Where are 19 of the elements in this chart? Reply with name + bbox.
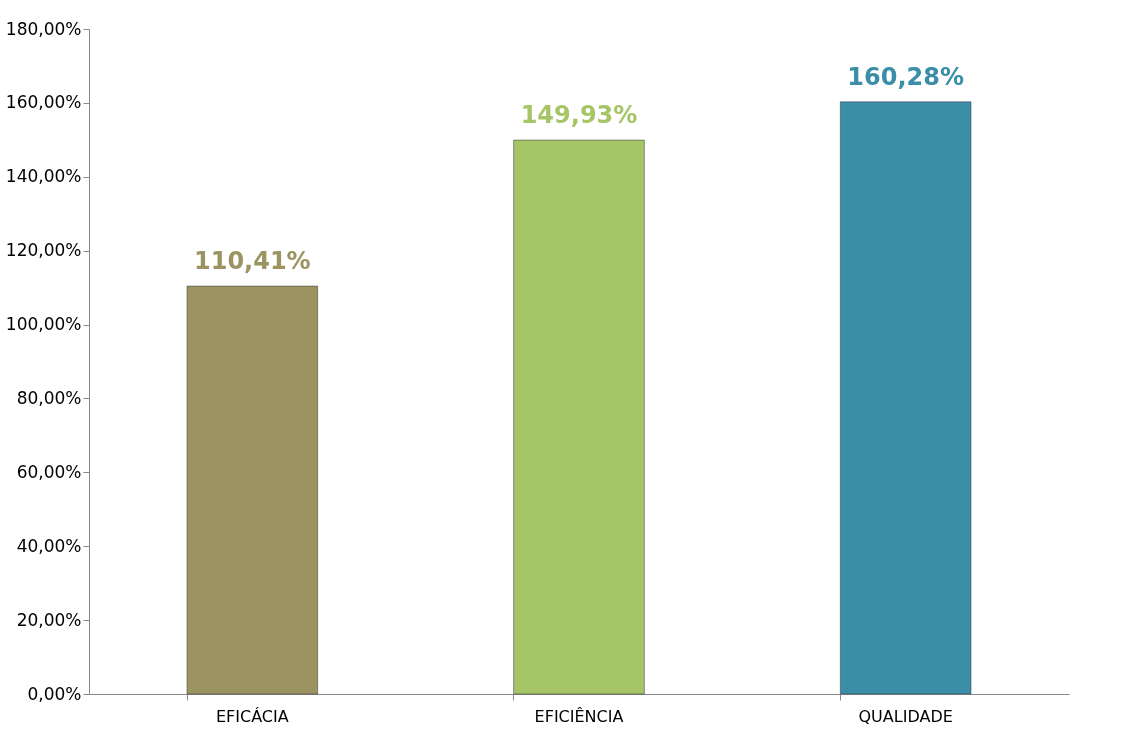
bar (513, 139, 645, 695)
y-tick-label: 80,00% (16, 387, 82, 408)
y-tick-label: 20,00% (16, 609, 82, 630)
data-label: 110,41% (194, 247, 311, 276)
y-tick-label: 100,00% (5, 314, 82, 335)
bar (186, 285, 319, 695)
y-tick-label: 40,00% (16, 535, 82, 556)
y-tick-label: 180,00% (5, 18, 82, 39)
x-tick-label: QUALIDADE (858, 706, 953, 726)
y-tick-label: 0,00% (27, 683, 82, 704)
y-tick-label: 60,00% (16, 461, 82, 482)
data-label: 149,93% (520, 101, 638, 130)
x-tick-label: EFICIÊNCIA (534, 706, 624, 726)
data-label: 160,28% (847, 62, 964, 91)
y-tick-label: 120,00% (5, 240, 82, 261)
bar (839, 101, 972, 695)
y-tick-label: 140,00% (5, 166, 82, 187)
x-tick-label: EFICÁCIA (215, 706, 289, 726)
y-tick-label: 160,00% (5, 92, 82, 113)
